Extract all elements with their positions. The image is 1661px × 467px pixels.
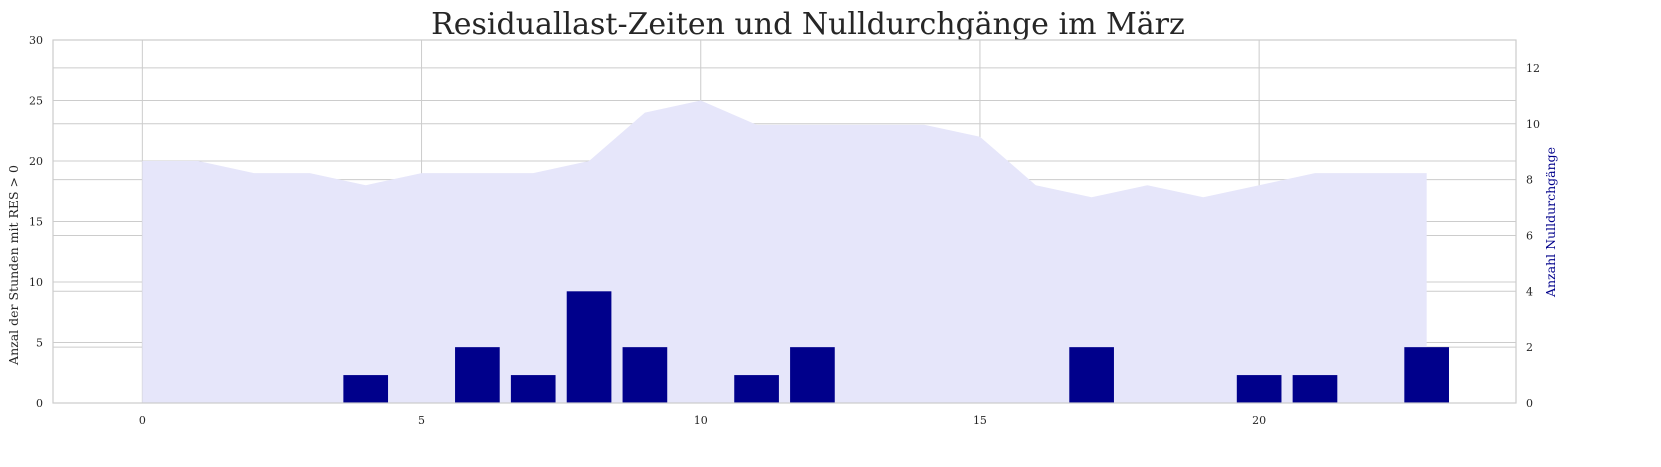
- bar: [622, 347, 668, 403]
- y-left-tick-label: 15: [29, 216, 43, 229]
- y-right-tick-label: 6: [1526, 229, 1533, 242]
- bar: [1069, 347, 1114, 403]
- y-left-tick-label: 5: [36, 337, 43, 350]
- bar: [510, 375, 556, 403]
- y-left-tick-label: 30: [29, 34, 43, 47]
- chart-title: Residuallast-Zeiten und Nulldurchgänge i…: [431, 7, 1185, 42]
- y-right-tick-label: 2: [1526, 341, 1533, 354]
- bar: [1404, 347, 1449, 403]
- bar: [790, 347, 835, 403]
- y-axis-right-ticks: 0 2 4 6 8 10 12: [1526, 62, 1540, 410]
- y-right-tick-label: 12: [1526, 62, 1540, 75]
- x-tick-label: 0: [139, 414, 146, 427]
- plot-border: [52, 39, 1517, 404]
- x-tick-label: 15: [973, 414, 987, 427]
- y-right-tick-label: 0: [1526, 397, 1533, 410]
- y-right-tick-label: 4: [1526, 285, 1533, 298]
- y-right-tick-label: 8: [1526, 174, 1533, 187]
- bar-series-layer: [343, 291, 1449, 403]
- y-left-tick-label: 10: [29, 276, 43, 289]
- y-left-tick-label: 20: [29, 155, 43, 168]
- y-right-tick-label: 10: [1526, 118, 1540, 131]
- area-series: [142, 100, 1427, 403]
- x-tick-label: 10: [694, 414, 708, 427]
- bar: [1292, 375, 1338, 403]
- bar: [734, 375, 779, 403]
- y-axis-right-label: Anzahl Nulldurchgänge: [1543, 147, 1558, 298]
- y-left-tick-label: 25: [29, 95, 43, 108]
- plot-frame: [52, 39, 1517, 404]
- y-left-tick-label: 0: [36, 397, 43, 410]
- x-tick-label: 5: [418, 414, 425, 427]
- bar: [1236, 375, 1282, 403]
- area-series-layer: [142, 100, 1427, 403]
- x-axis-ticks: 0 5 10 15 20: [139, 414, 1266, 427]
- bar: [566, 291, 612, 403]
- y-axis-left-label: Anzal der Stunden mit RES > 0: [6, 165, 21, 366]
- bar: [455, 347, 500, 403]
- x-tick-label: 20: [1252, 414, 1266, 427]
- bar: [343, 375, 389, 403]
- y-axis-left-ticks: 0 5 10 15 20 25 30: [29, 34, 43, 410]
